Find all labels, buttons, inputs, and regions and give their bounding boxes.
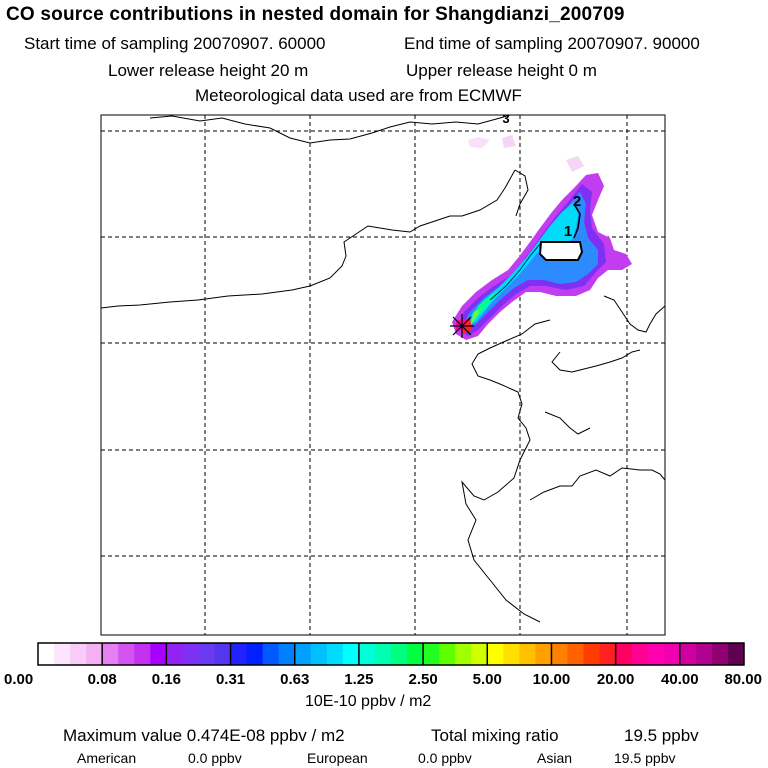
- colorbar-tick-label: 80.00: [724, 671, 762, 688]
- contour-label-3: 3: [502, 111, 509, 126]
- colorbar-cell: [663, 643, 681, 665]
- colorbar-tick-label: 5.00: [473, 671, 502, 688]
- colorbar-cell: [198, 643, 215, 665]
- american-value: 0.0 ppbv: [188, 750, 242, 766]
- colorbar-cell: [326, 643, 344, 665]
- colorbar-labels: 0.00 0.08 0.16 0.31 0.63 1.25 2.50 5.00 10.00 20.…: [4, 671, 762, 688]
- colorbar-tick-label: 0.16: [152, 671, 181, 688]
- colorbar-cell: [727, 643, 745, 665]
- colorbar-cell: [615, 643, 633, 665]
- plot-title: CO source contributions in nested domain…: [6, 4, 625, 25]
- contour-label-1: 1: [564, 223, 572, 240]
- colorbar-cell: [647, 643, 665, 665]
- colorbar-cell: [519, 643, 536, 665]
- colorbar-frame: [37, 642, 745, 666]
- european-value: 0.0 ppbv: [418, 750, 472, 766]
- colorbar-units: 10E-10 ppbv / m2: [305, 693, 432, 710]
- co-plume: [452, 135, 632, 340]
- colorbar-cell: [86, 643, 103, 665]
- colorbar-cell: [695, 643, 713, 665]
- colorbar-cell: [166, 643, 183, 665]
- end-time-text: End time of sampling 20070907. 90000: [404, 34, 700, 53]
- colorbar-cell: [551, 643, 568, 665]
- receptor-star-icon: [450, 314, 474, 338]
- european-label: European: [307, 750, 368, 766]
- colorbar-cell: [150, 643, 167, 665]
- colorbar-cell: [455, 643, 472, 665]
- total-mixing-value: 19.5 ppbv: [624, 726, 699, 745]
- contour-label-2: 2: [573, 193, 581, 210]
- colorbar-tick-label: 0.63: [280, 671, 309, 688]
- colorbar-cell: [679, 643, 697, 665]
- colorbar-cell: [118, 643, 135, 665]
- total-mixing-label: Total mixing ratio: [431, 726, 559, 745]
- colorbar-cell: [583, 643, 601, 665]
- colorbar-cell: [262, 643, 280, 665]
- colorbar-tick-label: 0.31: [216, 671, 245, 688]
- colorbar-cell: [54, 643, 71, 665]
- colorbar-cell: [487, 643, 504, 665]
- colorbar-cell: [503, 643, 520, 665]
- colorbar-cell: [214, 643, 232, 665]
- colorbar-cell: [535, 643, 552, 665]
- colorbar-tick-label: 20.00: [597, 671, 635, 688]
- colorbar-cell: [102, 643, 119, 665]
- colorbar-cell: [294, 643, 312, 665]
- asian-value: 19.5 ppbv: [614, 750, 676, 766]
- colorbar-tick-label: 40.00: [661, 671, 699, 688]
- colorbar-cell: [439, 643, 456, 665]
- colorbar-cell: [711, 643, 729, 665]
- colorbar-cell: [342, 643, 360, 665]
- upper-release-text: Upper release height 0 m: [406, 61, 597, 80]
- colorbar-tick-label: 0.08: [88, 671, 117, 688]
- colorbar-cell: [471, 643, 488, 665]
- colorbar-cell: [38, 643, 55, 665]
- colorbar-cell: [278, 643, 296, 665]
- colorbar-tick-label: 10.00: [533, 671, 571, 688]
- colorbar-cells: [38, 643, 745, 665]
- colorbar-cell: [423, 643, 440, 665]
- colorbar-tick-label: 0.00: [4, 671, 33, 688]
- american-label: American: [77, 750, 137, 766]
- colorbar-cell: [567, 643, 585, 665]
- colorbar-cell: [599, 643, 617, 665]
- colorbar-ticks: [101, 643, 681, 665]
- colorbar-cell: [631, 643, 649, 665]
- colorbar-tick-label: 2.50: [408, 671, 437, 688]
- colorbar-cell: [374, 643, 392, 665]
- colorbar-cell: [358, 643, 376, 665]
- met-data-text: Meteorological data used are from ECMWF: [195, 86, 522, 105]
- colorbar-cell: [70, 643, 87, 665]
- colorbar-cell: [182, 643, 199, 665]
- colorbar-cell: [230, 643, 248, 665]
- asian-label: Asian: [537, 750, 573, 766]
- start-time-text: Start time of sampling 20070907. 60000: [24, 34, 326, 53]
- colorbar-cell: [310, 643, 328, 665]
- colorbar-cell: [246, 643, 264, 665]
- max-value-text: Maximum value 0.474E-08 ppbv / m2: [63, 726, 345, 745]
- colorbar-cell: [407, 643, 424, 665]
- lower-release-text: Lower release height 20 m: [108, 61, 309, 80]
- colorbar-cell: [391, 643, 408, 665]
- colorbar-tick-label: 1.25: [344, 671, 373, 688]
- coastlines: [101, 115, 665, 623]
- colorbar-cell: [134, 643, 151, 665]
